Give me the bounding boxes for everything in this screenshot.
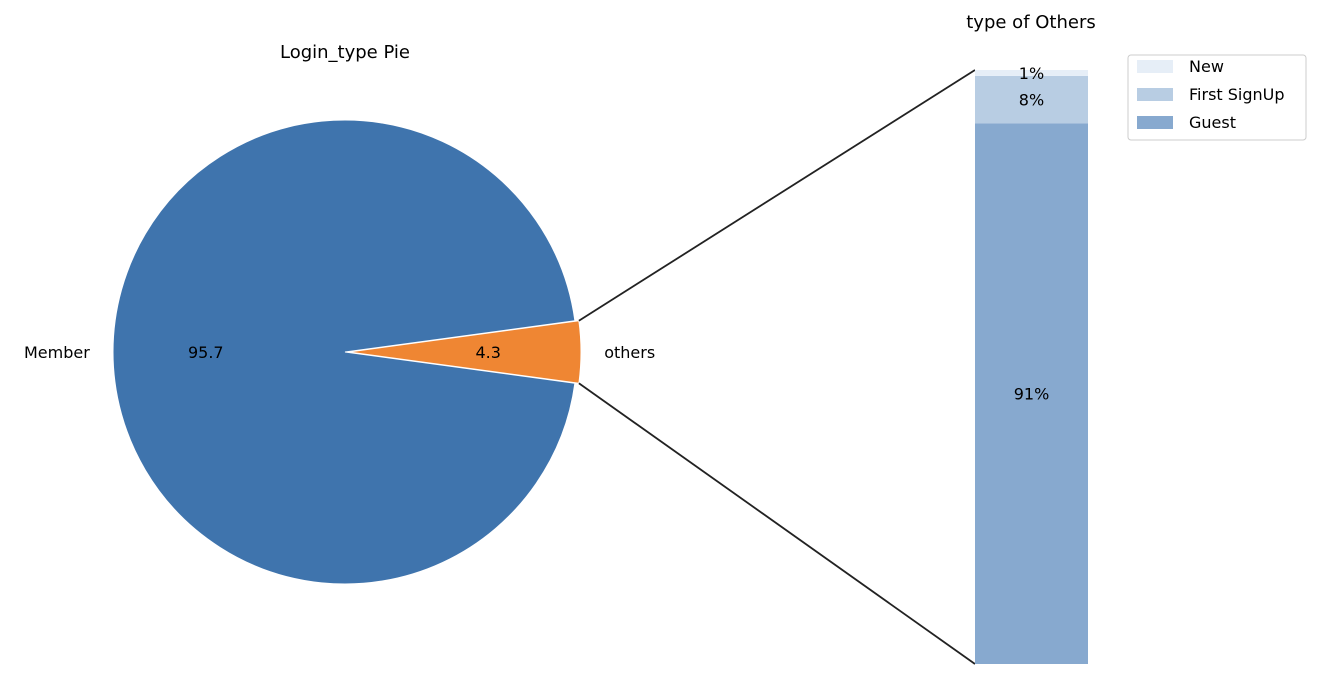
legend-swatch-guest <box>1137 116 1173 129</box>
legend: New First SignUp Guest <box>1127 54 1307 141</box>
pie-slice-member <box>112 119 576 585</box>
legend-swatch-first-signup <box>1137 88 1173 101</box>
bar-segment-label-new: 1% <box>1019 64 1044 83</box>
pie-value-label-member: 95.7 <box>188 343 224 362</box>
legend-label-guest: Guest <box>1189 113 1236 132</box>
pie-slice-others <box>348 320 582 384</box>
pie-chart: 95.7 Member 4.3 others <box>24 119 655 585</box>
legend-label-first-signup: First SignUp <box>1189 85 1285 104</box>
bar-segment-guest <box>975 123 1088 664</box>
pie-value-label-others: 4.3 <box>475 343 500 362</box>
bar-segment-label-guest: 91% <box>1014 385 1050 404</box>
pie-category-label-others: others <box>604 343 655 362</box>
bar-segment-label-first-signup: 8% <box>1019 91 1044 110</box>
legend-swatch-new <box>1137 60 1173 73</box>
stacked-bar-chart: 91% 8% 1% <box>975 64 1088 664</box>
connector-line-top <box>578 69 976 322</box>
legend-label-new: New <box>1189 57 1224 76</box>
pie-title: Login_type Pie <box>280 42 410 63</box>
bar-segment-first-signup <box>975 75 1088 124</box>
bar-segment-new <box>975 70 1088 76</box>
connector-line-bottom <box>578 382 976 665</box>
connector-lines <box>578 69 976 665</box>
pie-category-label-member: Member <box>24 343 90 362</box>
bar-title: type of Others <box>966 12 1096 33</box>
